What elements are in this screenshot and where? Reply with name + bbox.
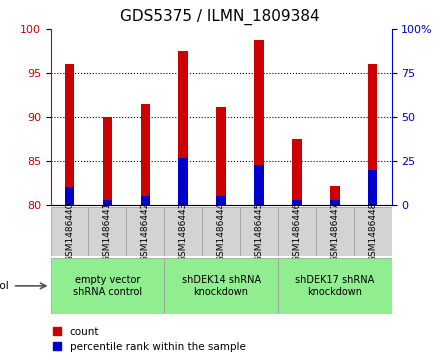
- Bar: [103, 117, 112, 205]
- Bar: [278, 258, 392, 314]
- Text: empty vector
shRNA control: empty vector shRNA control: [73, 275, 142, 297]
- Text: shDEK14 shRNA
knockdown: shDEK14 shRNA knockdown: [182, 275, 260, 297]
- Text: GSM1486447: GSM1486447: [330, 201, 339, 262]
- Text: GSM1486448: GSM1486448: [368, 201, 377, 262]
- Text: GSM1486443: GSM1486443: [179, 201, 188, 262]
- Text: GSM1486442: GSM1486442: [141, 201, 150, 261]
- Bar: [254, 164, 264, 205]
- Bar: [141, 104, 150, 205]
- Bar: [126, 207, 164, 256]
- Bar: [330, 200, 340, 205]
- Bar: [330, 186, 340, 205]
- Bar: [202, 207, 240, 256]
- Bar: [368, 170, 378, 205]
- Text: GSM1486440: GSM1486440: [65, 201, 74, 262]
- Bar: [179, 51, 188, 205]
- Bar: [354, 207, 392, 256]
- Bar: [278, 207, 316, 256]
- Bar: [216, 106, 226, 205]
- Text: GSM1486444: GSM1486444: [216, 201, 226, 261]
- Bar: [65, 64, 74, 205]
- Bar: [88, 207, 126, 256]
- Text: GDS5375 / ILMN_1809384: GDS5375 / ILMN_1809384: [120, 9, 320, 25]
- Bar: [164, 258, 278, 314]
- Text: GSM1486445: GSM1486445: [254, 201, 264, 262]
- Text: GSM1486441: GSM1486441: [103, 201, 112, 262]
- Bar: [51, 207, 88, 256]
- Bar: [164, 207, 202, 256]
- Bar: [368, 64, 378, 205]
- Bar: [179, 158, 188, 205]
- Bar: [65, 187, 74, 205]
- Bar: [103, 200, 112, 205]
- Bar: [292, 139, 301, 205]
- Bar: [254, 40, 264, 205]
- Legend: count, percentile rank within the sample: count, percentile rank within the sample: [49, 323, 250, 356]
- Bar: [51, 258, 164, 314]
- Bar: [316, 207, 354, 256]
- Text: GSM1486446: GSM1486446: [292, 201, 301, 262]
- Text: protocol: protocol: [0, 281, 9, 291]
- Bar: [216, 196, 226, 205]
- Bar: [141, 196, 150, 205]
- Bar: [240, 207, 278, 256]
- Text: shDEK17 shRNA
knockdown: shDEK17 shRNA knockdown: [295, 275, 374, 297]
- Bar: [292, 200, 301, 205]
